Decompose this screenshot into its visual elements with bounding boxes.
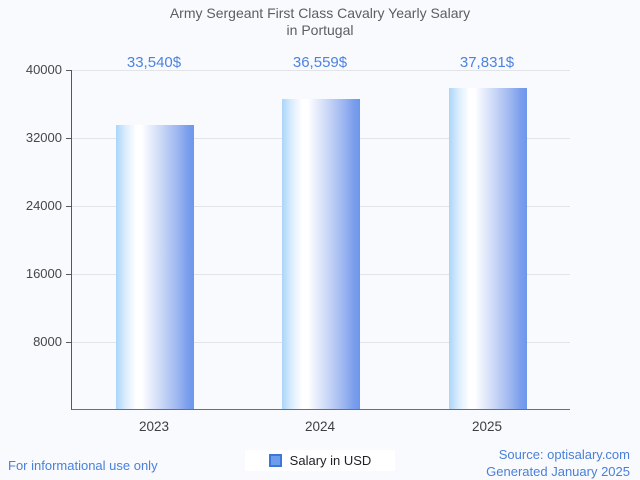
bar-value-label-2024: 36,559$: [292, 54, 348, 71]
y-axis-tick-mark: [66, 138, 71, 139]
y-axis-tick-label-32000: 32000: [25, 130, 62, 145]
source-block: Source: optisalary.com Generated January…: [486, 446, 630, 480]
y-axis-tick-label-24000: 24000: [25, 198, 62, 213]
y-axis-tick-label-40000: 40000: [25, 62, 62, 77]
bar-value-label-2023: 33,540$: [126, 54, 182, 71]
y-axis-tick-mark: [66, 342, 71, 343]
legend: Salary in USD: [0, 450, 640, 471]
legend-item-salary: Salary in USD: [244, 450, 396, 471]
gridline-40000: [72, 70, 570, 71]
x-axis-label-2024: 2024: [304, 419, 336, 434]
x-axis-label-2023: 2023: [138, 419, 170, 434]
bar-2025[interactable]: [449, 88, 527, 409]
y-axis-tick-mark: [66, 206, 71, 207]
bar-2023[interactable]: [116, 124, 194, 409]
plot-area: [66, 70, 570, 410]
x-axis-label-2025: 2025: [471, 419, 503, 434]
legend-label: Salary in USD: [289, 453, 372, 468]
bar-2024[interactable]: [282, 99, 360, 409]
legend-marker-icon: [268, 454, 282, 467]
y-axis-tick-label-16000: 16000: [25, 266, 62, 281]
bar-value-label-2025: 37,831$: [459, 54, 515, 71]
chart-title: Army Sergeant First Class Cavalry Yearly…: [0, 5, 640, 39]
disclaimer-text: For informational use only: [8, 458, 158, 473]
source-link[interactable]: Source: optisalary.com: [498, 447, 630, 462]
generated-date: Generated January 2025: [486, 464, 630, 479]
y-axis-tick-label-8000: 8000: [33, 334, 62, 349]
y-axis-tick-mark: [66, 274, 71, 275]
y-axis-tick-mark: [66, 70, 71, 71]
chart-title-line1: Army Sergeant First Class Cavalry Yearly…: [169, 5, 471, 21]
chart-title-line2: in Portugal: [286, 22, 354, 38]
